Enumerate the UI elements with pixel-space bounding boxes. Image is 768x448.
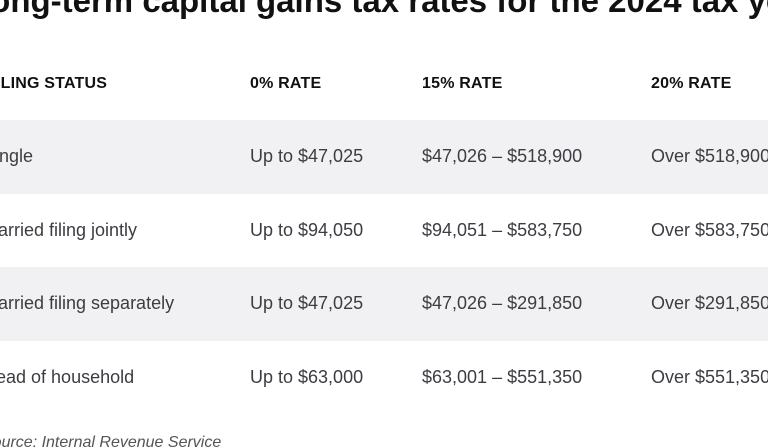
table-row: Married filing separately Up to $47,025 … [0, 267, 768, 341]
cell-filing-status: Single [0, 120, 250, 194]
cell-filing-status: Married filing jointly [0, 219, 138, 240]
cell-20-rate: Over $551,350 [651, 366, 768, 387]
table-header-row: FILING STATUS 0% RATE 15% RATE 20% RATE [0, 48, 768, 120]
cell-20-rate: Over $291,850 [651, 267, 768, 341]
header-filing-status: FILING STATUS [0, 75, 108, 92]
header-20-rate: 20% RATE [651, 75, 732, 92]
cell-0-rate: Up to $94,050 [250, 219, 364, 240]
cell-15-rate: $47,026 – $518,900 [422, 120, 651, 194]
cell-20-rate: Over $583,750 [651, 219, 768, 240]
cell-filing-status: Head of household [0, 366, 135, 387]
table-title: Long-term capital gains tax rates for th… [0, 0, 768, 19]
source-note: Source: Internal Revenue Service [0, 434, 222, 448]
header-15-rate: 15% RATE [422, 75, 503, 92]
table-row: Single Up to $47,025 $47,026 – $518,900 … [0, 120, 768, 194]
cell-0-rate: Up to $47,025 [250, 267, 422, 341]
cell-15-rate: $47,026 – $291,850 [422, 267, 651, 341]
cell-0-rate: Up to $63,000 [250, 366, 364, 387]
cell-15-rate: $94,051 – $583,750 [422, 219, 583, 240]
cell-filing-status: Married filing separately [0, 267, 250, 341]
cell-0-rate: Up to $47,025 [250, 120, 422, 194]
table-row: Head of household Up to $63,000 $63,001 … [0, 341, 768, 415]
header-0-rate: 0% RATE [250, 75, 322, 92]
cell-15-rate: $63,001 – $551,350 [422, 366, 583, 387]
table-row: Married filing jointly Up to $94,050 $94… [0, 194, 768, 268]
capital-gains-rates-table: FILING STATUS 0% RATE 15% RATE 20% RATE … [0, 48, 768, 414]
cell-20-rate: Over $518,900 [651, 120, 768, 194]
